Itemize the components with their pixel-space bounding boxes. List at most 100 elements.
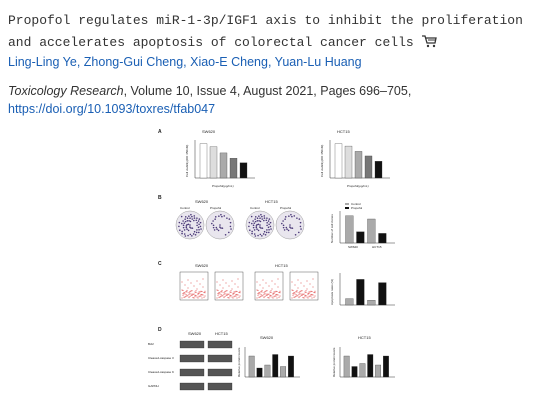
colony <box>266 222 268 224</box>
colony <box>250 215 253 218</box>
flow-dot <box>182 289 184 291</box>
flow-dot <box>185 291 187 293</box>
colony <box>200 228 202 230</box>
figure-bar <box>264 364 271 378</box>
flow-dot <box>301 293 303 295</box>
flow-dot <box>296 294 298 296</box>
figure-label: A <box>158 129 162 135</box>
colony <box>198 228 200 231</box>
flow-dot <box>304 294 306 296</box>
article-title[interactable]: Propofol regulates miR-1-3p/IGF1 axis to… <box>8 10 536 54</box>
flow-dot <box>314 295 316 297</box>
flow-dot <box>312 286 314 288</box>
author[interactable]: Ling-Ling Ye <box>8 55 77 69</box>
author[interactable]: Xiao-E Cheng <box>190 55 268 69</box>
figure-bar <box>367 354 374 378</box>
colony <box>297 231 300 234</box>
colony <box>179 229 181 232</box>
flow-dot <box>309 283 311 285</box>
flow-dot <box>306 280 308 282</box>
colony <box>251 222 253 225</box>
colony <box>269 225 272 228</box>
flow-dot <box>310 290 312 292</box>
flow-dot <box>311 294 313 296</box>
colony <box>255 226 258 229</box>
flow-dot <box>221 294 223 296</box>
doi-link[interactable]: https://doi.org/10.1093/toxres/tfab047 <box>8 102 216 116</box>
flow-dot <box>300 290 302 292</box>
colony <box>291 215 293 218</box>
colony <box>287 229 290 232</box>
flow-dot <box>198 291 200 293</box>
axis <box>339 211 395 244</box>
colony <box>252 224 255 227</box>
flow-dot <box>307 294 309 296</box>
flow-dot <box>302 297 304 299</box>
colony <box>221 227 224 229</box>
figure-label: HCT15 <box>275 263 288 268</box>
flow-dot <box>202 278 204 280</box>
colony <box>220 227 222 229</box>
colony <box>195 231 198 234</box>
colony <box>199 225 202 228</box>
colony <box>253 233 256 235</box>
flow-dot <box>183 293 185 295</box>
flow-dot <box>189 292 191 294</box>
flow-dot <box>220 291 222 293</box>
flow-dot <box>276 291 278 293</box>
colony <box>227 231 230 234</box>
flow-dot <box>257 293 259 295</box>
flow-dot <box>224 295 226 297</box>
flow-dot <box>233 293 235 295</box>
flow-dot <box>262 295 264 297</box>
colony <box>257 229 260 232</box>
colony <box>185 225 188 227</box>
flow-dot <box>273 293 275 295</box>
flow-dot <box>231 288 233 290</box>
colony <box>252 226 255 229</box>
flow-dot <box>230 291 232 293</box>
cart-icon[interactable] <box>421 34 438 48</box>
flow-dot <box>185 295 187 297</box>
flow-dot <box>291 281 293 283</box>
flow-dot <box>238 296 240 298</box>
colony <box>181 230 183 233</box>
colony <box>259 233 262 236</box>
figure-label: SW620 <box>195 263 209 268</box>
figure-label: HCT15 <box>337 129 350 134</box>
flow-dot <box>232 294 234 296</box>
flow-dot <box>272 294 274 296</box>
flow-dot <box>263 293 265 295</box>
flow-dot <box>190 282 192 284</box>
colony <box>299 221 302 224</box>
colony <box>211 222 213 225</box>
flow-dot <box>236 294 238 296</box>
flow-dot <box>218 296 220 298</box>
colony <box>190 227 192 229</box>
colony <box>186 217 189 220</box>
colony <box>216 228 218 230</box>
colony <box>223 215 226 217</box>
colony <box>219 226 221 228</box>
colony <box>187 223 190 226</box>
flow-dot <box>201 294 203 296</box>
flow-dot <box>297 295 299 297</box>
flow-dot <box>267 297 269 299</box>
colony <box>212 226 215 229</box>
flow-dot <box>232 292 234 294</box>
colony <box>197 231 200 234</box>
colony <box>221 215 223 218</box>
author[interactable]: Zhong-Gui Cheng <box>83 55 184 69</box>
flow-dot <box>222 287 224 289</box>
colony <box>285 226 288 229</box>
author[interactable]: Yuan-Lu Huang <box>274 55 362 69</box>
flow-dot <box>195 291 197 293</box>
flow-dot <box>303 293 305 295</box>
flow-dot <box>219 296 221 298</box>
title-text[interactable]: Propofol regulates miR-1-3p/IGF1 axis to… <box>8 13 523 50</box>
journal: Toxicology Research <box>8 84 124 98</box>
flow-dot <box>267 293 269 295</box>
colony <box>257 234 259 237</box>
citation-details: , Volume 10, Issue 4, August 2021, Pages… <box>123 84 412 98</box>
western-blot <box>179 368 205 377</box>
